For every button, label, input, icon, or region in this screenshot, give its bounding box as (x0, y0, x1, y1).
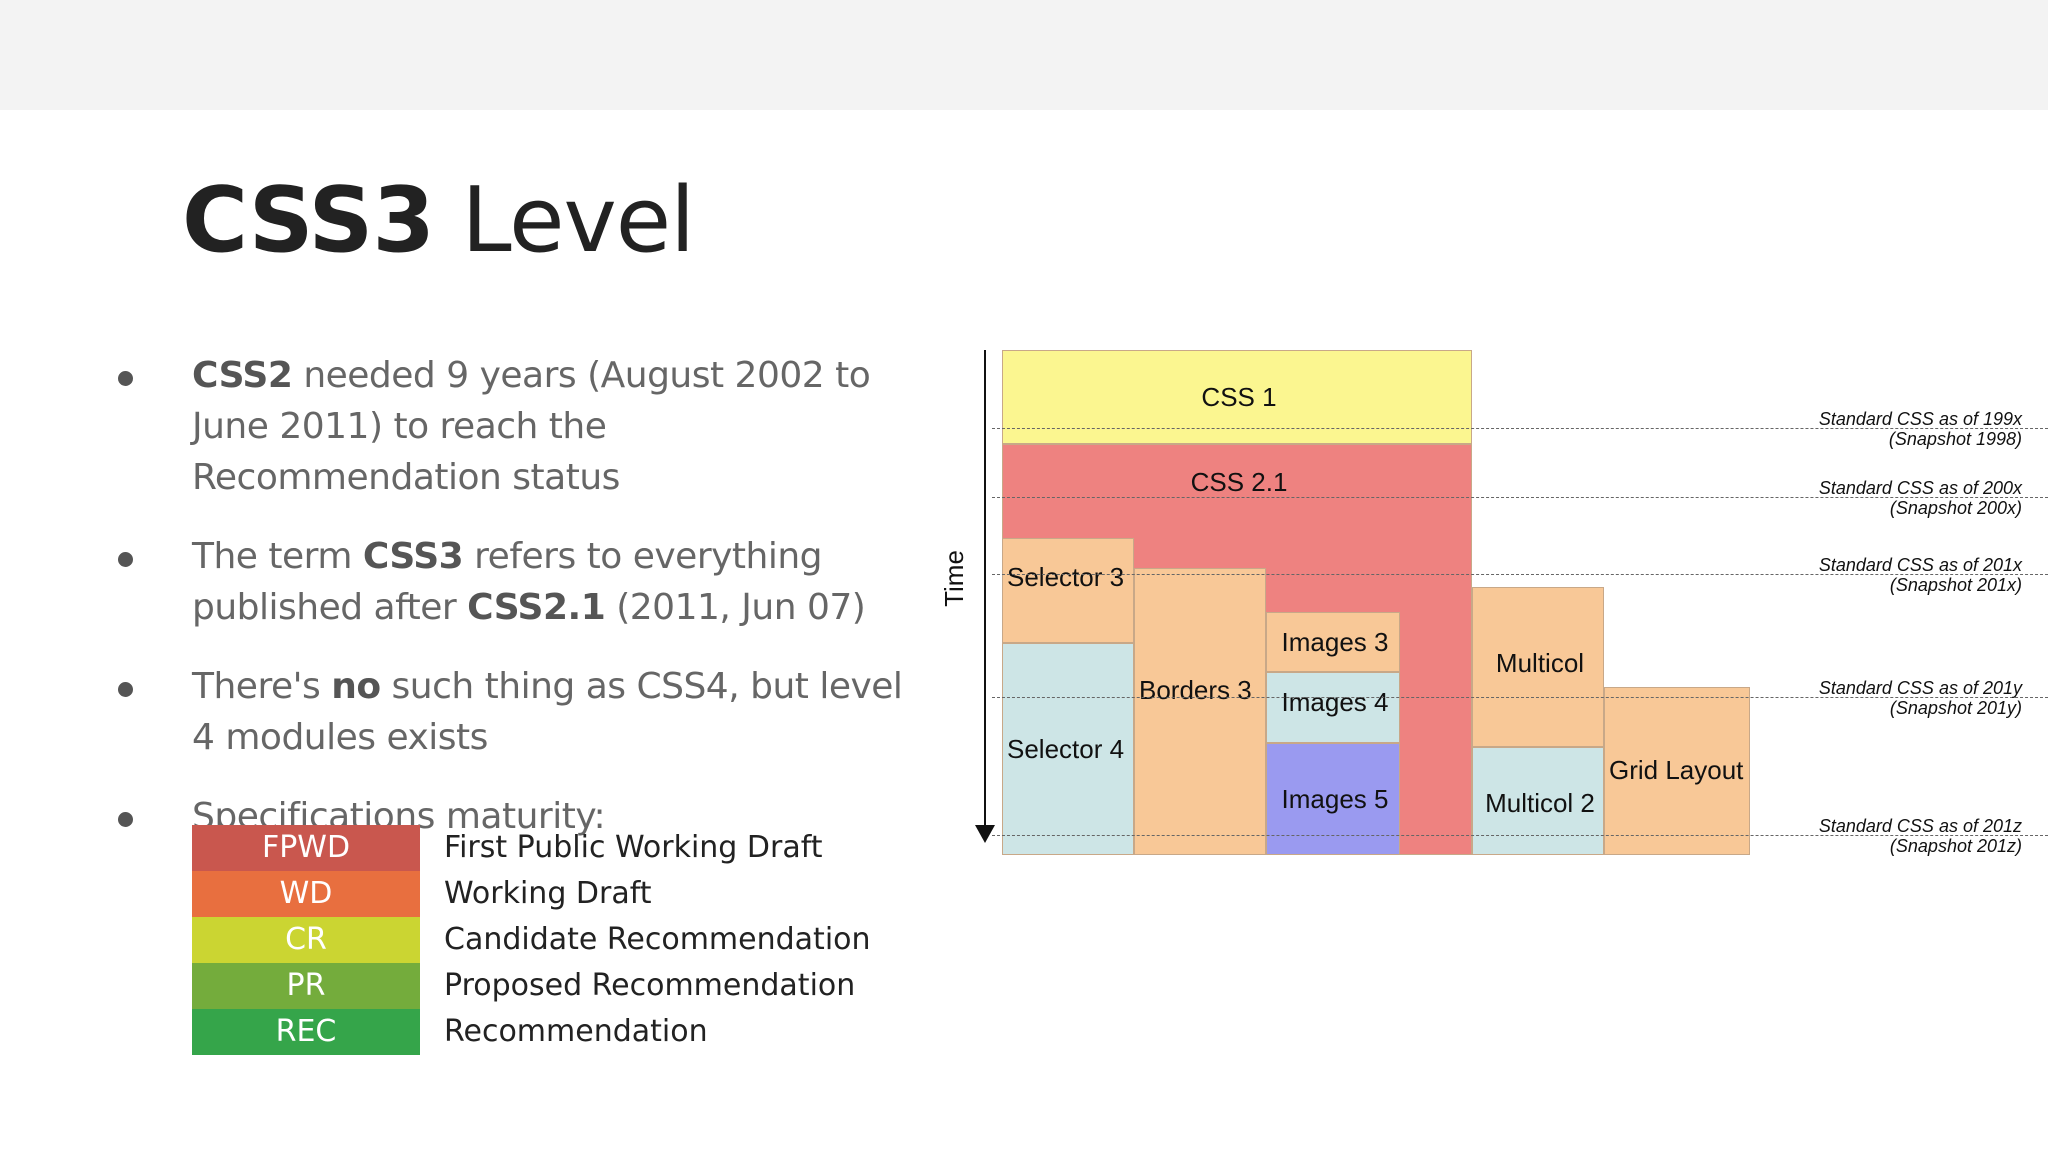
maturity-row: REC Recommendation (192, 1009, 852, 1055)
title-bold: CSS3 (182, 168, 435, 273)
snapshot-label: Standard CSS as of 201z (Snapshot 201z) (1819, 816, 2022, 856)
top-bar (0, 0, 2048, 110)
bullet-item: There's no such thing as CSS4, but level… (110, 661, 910, 763)
bullet-text: refers to everything published after (192, 536, 823, 628)
bullet-emphasis: CSS2.1 (467, 587, 606, 628)
snapshot-label-line1: Standard CSS as of 200x (1818, 478, 2022, 498)
block-images5-label: Images 5 (1281, 783, 1389, 814)
snapshot-label: Standard CSS as of 199x (Snapshot 1998) (1819, 409, 2022, 449)
bullet-dot-icon (118, 371, 133, 386)
block-images4-label: Images 4 (1281, 687, 1389, 717)
maturity-row: FPWD First Public Working Draft (192, 825, 852, 871)
snapshot-label-line1: Standard CSS as of 201x (1818, 555, 2022, 575)
block-grid-layout-label: Grid Layout (1609, 754, 1744, 785)
snapshot-label-line1: Standard CSS as of 201y (1818, 678, 2022, 698)
bullet-emphasis: CSS2 (192, 355, 293, 396)
block-selector3-label: Selector 3 (1007, 562, 1125, 592)
time-axis-arrow-icon (975, 825, 995, 843)
snapshot-label-line1: Standard CSS as of 201z (1818, 816, 2022, 836)
block-selector4-label: Selector 4 (1007, 733, 1125, 764)
maturity-legend: FPWD First Public Working Draft WD Working … (192, 825, 871, 1055)
maturity-label: Proposed Recommendation (444, 968, 856, 1003)
block-borders3: Borders 3 (1134, 568, 1266, 855)
time-axis (984, 350, 986, 840)
snapshot-label-line2: (Snapshot 200x) (1889, 498, 2022, 518)
maturity-code: WD (192, 871, 420, 917)
bullet-text: The term (192, 536, 363, 577)
block-css21-label: CSS 2.1 (1190, 467, 1288, 497)
title-rest: Level (433, 168, 696, 273)
block-multicol2-label: Multicol 2 (1485, 787, 1595, 818)
block-selector4: Selector 4 (1002, 643, 1134, 855)
bullet-item: The term CSS3 refers to everything publi… (110, 531, 910, 633)
maturity-row: WD Working Draft (192, 871, 852, 917)
snapshot-label-line2: (Snapshot 201x) (1889, 575, 2022, 595)
snapshot-label: Standard CSS as of 200x (Snapshot 200x) (1819, 478, 2022, 518)
block-multicol-label: Multicol (1495, 647, 1585, 678)
maturity-row: PR Proposed Recommendation (192, 963, 856, 1009)
block-images3-label: Images 3 (1281, 626, 1389, 657)
snapshot-label-line2: (Snapshot 201z) (1889, 836, 2022, 856)
bullet-emphasis: no (331, 666, 381, 707)
bullet-text: There's (192, 666, 332, 707)
bullet-list: CSS2 needed 9 years (August 2002 to June… (110, 350, 910, 870)
maturity-label: Working Draft (444, 876, 652, 911)
maturity-row: CR Candidate Recommendation (192, 917, 871, 963)
maturity-label: First Public Working Draft (444, 830, 823, 865)
block-multicol2: Multicol 2 (1472, 747, 1604, 855)
bullet-item: CSS2 needed 9 years (August 2002 to June… (110, 350, 910, 503)
snapshot-label: Standard CSS as of 201x (Snapshot 201x) (1819, 555, 2022, 595)
bullet-dot-icon (118, 682, 133, 697)
block-images5: Images 5 (1266, 743, 1400, 855)
block-css1: CSS 1 (1002, 350, 1472, 444)
snapshot-line (992, 697, 2048, 698)
block-images3: Images 3 (1266, 612, 1400, 672)
block-selector3: Selector 3 (1002, 538, 1134, 643)
bullet-text: (2011, Jun 07) (605, 587, 866, 628)
snapshot-label-line2: (Snapshot 201y) (1889, 698, 2022, 718)
maturity-code: FPWD (192, 825, 420, 871)
block-css1-label: CSS 1 (1201, 381, 1277, 412)
maturity-label: Candidate Recommendation (444, 922, 871, 957)
snapshot-line (992, 428, 2048, 429)
block-images4: Images 4 (1266, 672, 1400, 743)
maturity-code: CR (192, 917, 420, 963)
bullet-text: needed 9 years (August 2002 to June 2011… (192, 355, 871, 498)
snapshot-label-line1: Standard CSS as of 199x (1818, 409, 2022, 429)
bullet-emphasis: CSS3 (362, 536, 464, 577)
bullet-dot-icon (118, 812, 133, 827)
block-multicol: Multicol (1472, 587, 1604, 747)
snapshot-line (992, 497, 2048, 498)
maturity-label: Recommendation (444, 1014, 708, 1049)
snapshot-line (992, 835, 2048, 836)
snapshot-line (992, 574, 2048, 575)
block-borders3-label: Borders 3 (1139, 675, 1252, 705)
snapshot-label: Standard CSS as of 201y (Snapshot 201y) (1819, 678, 2022, 718)
css-levels-diagram: Time CSS 1 CSS 2.1 Selector 3 Selector 4… (938, 345, 2048, 865)
bullet-dot-icon (118, 552, 133, 567)
snapshot-label-line2: (Snapshot 1998) (1888, 429, 2022, 449)
bullet-text: such thing as CSS4, but level 4 modules … (192, 666, 903, 758)
slide-title: CSS3 Level (182, 176, 695, 266)
maturity-code: PR (192, 963, 420, 1009)
block-grid-layout: Grid Layout (1604, 687, 1750, 855)
maturity-code: REC (192, 1009, 420, 1055)
time-axis-label: Time (938, 550, 969, 607)
